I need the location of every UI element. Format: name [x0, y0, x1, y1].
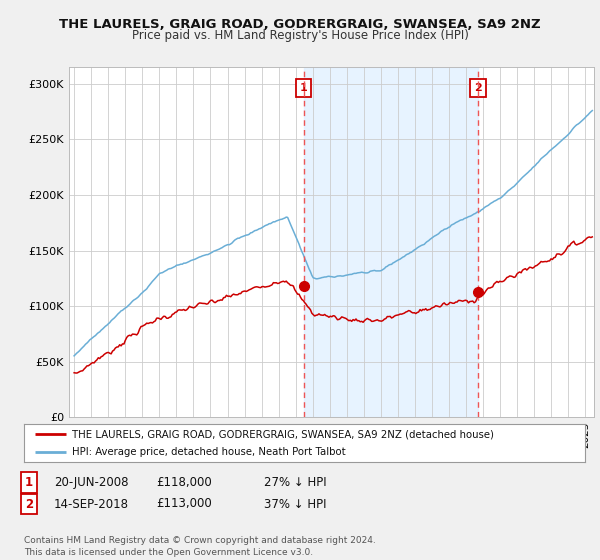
Text: £118,000: £118,000 [156, 476, 212, 489]
Text: 37% ↓ HPI: 37% ↓ HPI [264, 497, 326, 511]
Text: £113,000: £113,000 [156, 497, 212, 511]
Text: HPI: Average price, detached house, Neath Port Talbot: HPI: Average price, detached house, Neat… [71, 447, 346, 457]
Text: 2: 2 [475, 83, 482, 93]
Text: 1: 1 [300, 83, 308, 93]
Text: THE LAURELS, GRAIG ROAD, GODRERGRAIG, SWANSEA, SA9 2NZ: THE LAURELS, GRAIG ROAD, GODRERGRAIG, SW… [59, 18, 541, 31]
Text: 27% ↓ HPI: 27% ↓ HPI [264, 476, 326, 489]
Text: Contains HM Land Registry data © Crown copyright and database right 2024.
This d: Contains HM Land Registry data © Crown c… [24, 536, 376, 557]
Text: 14-SEP-2018: 14-SEP-2018 [54, 497, 129, 511]
Text: 20-JUN-2008: 20-JUN-2008 [54, 476, 128, 489]
Text: THE LAURELS, GRAIG ROAD, GODRERGRAIG, SWANSEA, SA9 2NZ (detached house): THE LAURELS, GRAIG ROAD, GODRERGRAIG, SW… [71, 429, 494, 439]
Text: 2: 2 [25, 497, 33, 511]
Text: Price paid vs. HM Land Registry's House Price Index (HPI): Price paid vs. HM Land Registry's House … [131, 29, 469, 42]
Bar [304, 67, 478, 417]
Text: 1: 1 [25, 476, 33, 489]
